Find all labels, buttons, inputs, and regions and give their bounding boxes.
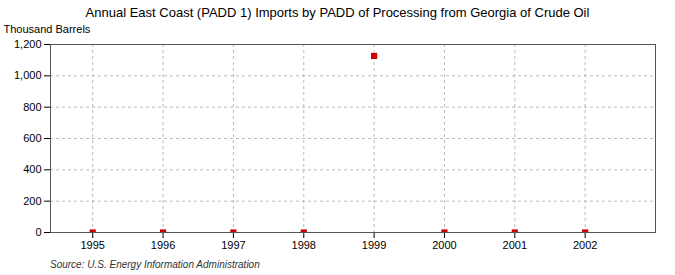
html-text:Source: U.S. Energy Informatio: Source: U.S. Energy Information Administ…: [50, 259, 260, 270]
svg-text:1997: 1997: [221, 239, 245, 251]
svg-text:400: 400: [23, 163, 41, 175]
svg-text:1995: 1995: [80, 239, 104, 251]
svg-text:800: 800: [23, 101, 41, 113]
svg-text:0: 0: [35, 226, 41, 238]
svg-text:1,000: 1,000: [14, 69, 42, 81]
svg-text:200: 200: [23, 195, 41, 207]
svg-text:Thousand Barrels: Thousand Barrels: [4, 23, 91, 35]
svg-text:1996: 1996: [151, 239, 175, 251]
svg-text:2001: 2001: [503, 239, 527, 251]
svg-text:1998: 1998: [292, 239, 316, 251]
html-text:Annual East Coast (PADD 1) Imp: Annual East Coast (PADD 1) Imports by PA…: [85, 5, 590, 20]
svg-text:1,200: 1,200: [14, 38, 42, 50]
svg-text:2002: 2002: [573, 239, 597, 251]
svg-text:600: 600: [23, 132, 41, 144]
svg-text:1999: 1999: [362, 239, 386, 251]
svg-text:2000: 2000: [432, 239, 456, 251]
